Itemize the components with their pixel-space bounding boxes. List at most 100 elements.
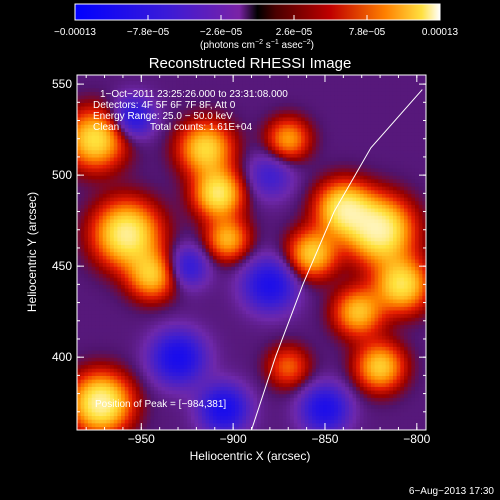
heatmap-cell: [374, 338, 379, 344]
heatmap-cell: [132, 379, 137, 384]
heatmap-cell: [418, 389, 423, 395]
heatmap-cell: [403, 408, 409, 413]
heatmap-cell: [165, 382, 170, 387]
heatmap-cell: [139, 328, 144, 333]
heatmap-cell: [403, 389, 409, 395]
heatmap-cell: [348, 415, 354, 420]
heatmap-cell: [117, 240, 122, 245]
heatmap-cell: [319, 317, 324, 322]
heatmap-cell: [102, 258, 107, 264]
heatmap-cell: [245, 371, 251, 376]
heatmap-cell: [359, 400, 365, 406]
heatmap-cell: [301, 273, 306, 278]
heatmap-cell: [165, 309, 170, 315]
heatmap-cell: [121, 251, 126, 256]
heatmap-cell: [238, 408, 243, 413]
heatmap-cell: [312, 288, 317, 293]
heatmap-cell: [330, 408, 335, 413]
heatmap-cell: [88, 247, 93, 253]
heatmap-cell: [194, 408, 199, 413]
heatmap-cell: [234, 317, 240, 322]
heatmap-cell: [400, 346, 405, 351]
heatmap-cell: [330, 349, 335, 355]
heatmap-cell: [179, 408, 185, 413]
heatmap-cell: [234, 371, 240, 376]
heatmap-cell: [183, 277, 188, 282]
heatmap-cell: [238, 269, 243, 275]
heatmap-cell: [392, 255, 398, 260]
heatmap-cell: [135, 422, 141, 427]
heatmap-cell: [275, 389, 280, 395]
heatmap-cell: [157, 280, 163, 285]
heatmap-cell: [319, 349, 324, 355]
heatmap-cell: [179, 309, 185, 315]
heatmap-cell: [223, 262, 229, 267]
heatmap-cell: [113, 298, 119, 304]
heatmap-cell: [392, 288, 398, 293]
heatmap-cell: [385, 309, 390, 315]
heatmap-cell: [286, 328, 291, 333]
heatmap-cell: [345, 408, 350, 413]
heatmap-cell: [260, 251, 265, 256]
heatmap-cell: [91, 237, 96, 242]
heatmap-cell: [389, 342, 394, 347]
heatmap-cell: [99, 379, 104, 384]
heatmap-cell: [367, 393, 372, 398]
heatmap-cell: [341, 419, 346, 424]
heatmap-cell: [400, 266, 405, 271]
heatmap-cell: [411, 342, 416, 347]
heatmap-cell: [80, 357, 85, 362]
heatmap-cell: [304, 317, 310, 322]
heatmap-cell: [132, 357, 137, 362]
heatmap-cell: [223, 240, 229, 245]
heatmap-cell: [352, 335, 357, 340]
heatmap-cell: [165, 298, 170, 304]
heatmap-cell: [194, 328, 199, 333]
heatmap-cell: [216, 324, 221, 329]
heatmap-cell: [106, 247, 111, 253]
heatmap-cell: [99, 382, 104, 387]
heatmap-cell: [227, 324, 232, 329]
heatmap-cell: [132, 360, 137, 366]
heatmap-cell: [238, 255, 243, 260]
heatmap-cell: [359, 266, 365, 271]
heatmap-cell: [84, 331, 89, 336]
heatmap-cell: [212, 379, 218, 384]
heatmap-cell: [268, 404, 273, 409]
heatmap-cell: [205, 251, 210, 256]
heatmap-cell: [194, 306, 199, 311]
heatmap-cell: [106, 269, 111, 275]
heatmap-cell: [326, 298, 332, 304]
heatmap-cell: [356, 415, 361, 420]
heatmap-cell: [370, 400, 376, 406]
heatmap-cell: [95, 247, 100, 253]
heatmap-cell: [124, 331, 130, 336]
heatmap-cell: [334, 364, 339, 369]
heatmap-cell: [176, 404, 181, 409]
heatmap-cell: [135, 298, 141, 304]
heatmap-cell: [282, 397, 287, 402]
heatmap-cell: [95, 371, 100, 376]
heatmap-cell: [168, 313, 174, 318]
heatmap-cell: [341, 342, 346, 347]
heatmap-cell: [378, 273, 383, 278]
heatmap-cell: [88, 244, 93, 249]
heatmap-cell: [279, 302, 284, 307]
heatmap-cell: [319, 419, 324, 424]
heatmap-cell: [374, 324, 379, 329]
heatmap-cell: [209, 404, 214, 409]
heatmap-cell: [157, 331, 163, 336]
heatmap-cell: [212, 244, 218, 249]
heatmap-cell: [293, 375, 299, 380]
heatmap-cell: [422, 320, 426, 326]
heatmap-cell: [150, 280, 155, 285]
heatmap-cell: [209, 277, 214, 282]
heatmap-cell: [286, 342, 291, 347]
heatmap-cell: [396, 364, 401, 369]
heatmap-cell: [374, 240, 379, 245]
heatmap-cell: [326, 397, 332, 402]
heatmap-cell: [374, 379, 379, 384]
heatmap-cell: [172, 364, 177, 369]
heatmap-cell: [348, 280, 354, 285]
heatmap-cell: [286, 302, 291, 307]
